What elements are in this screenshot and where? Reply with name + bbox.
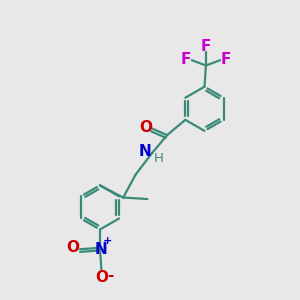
- Text: F: F: [221, 52, 231, 67]
- Text: F: F: [181, 52, 191, 67]
- Text: O: O: [95, 270, 109, 285]
- Text: N: N: [139, 144, 152, 159]
- Text: O: O: [66, 240, 79, 255]
- Text: H: H: [153, 152, 163, 165]
- Text: O: O: [140, 120, 152, 135]
- Text: N: N: [94, 242, 107, 257]
- Text: F: F: [201, 39, 211, 54]
- Text: +: +: [102, 236, 112, 246]
- Text: -: -: [107, 268, 113, 283]
